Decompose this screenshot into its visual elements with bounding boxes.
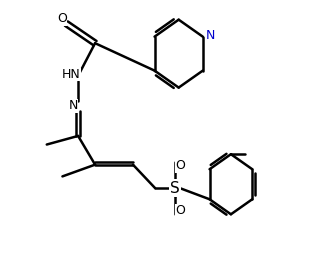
Text: O: O xyxy=(176,159,185,172)
Text: N: N xyxy=(205,29,215,42)
Text: S: S xyxy=(170,181,180,196)
Text: O: O xyxy=(176,204,185,217)
Text: N: N xyxy=(69,99,78,112)
Text: O: O xyxy=(57,12,67,25)
Text: HN: HN xyxy=(62,68,81,81)
